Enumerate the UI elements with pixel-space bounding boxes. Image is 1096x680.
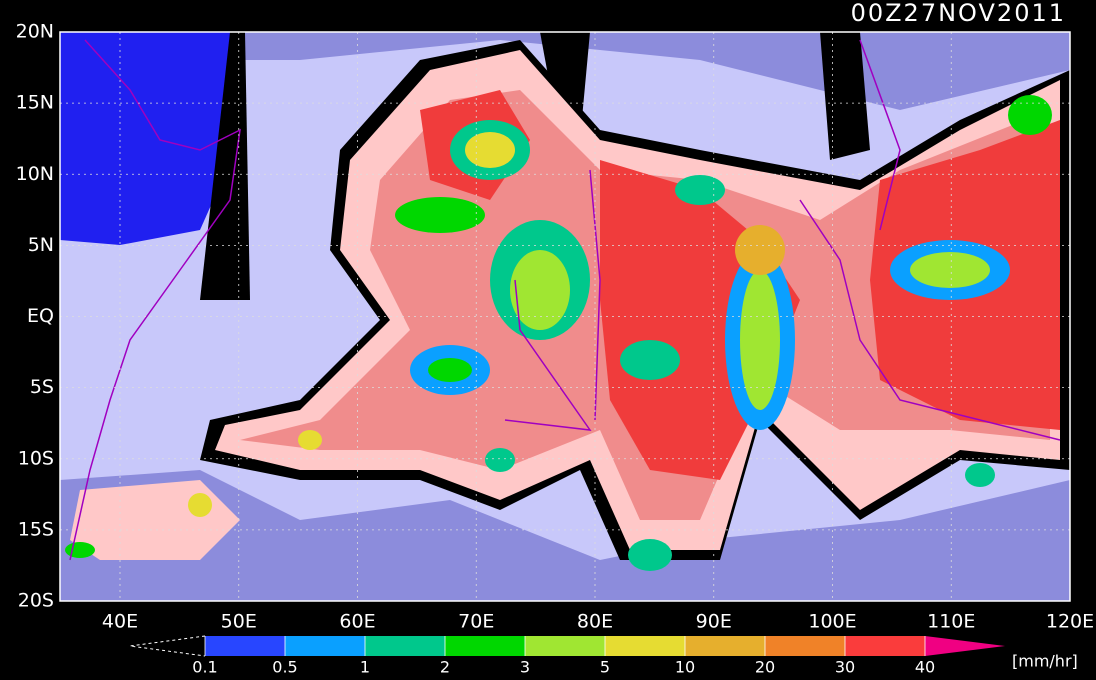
- colorbar-label: 1: [360, 658, 370, 677]
- lon-label: 120E: [1046, 611, 1094, 633]
- colorbar-box: [685, 636, 765, 656]
- lat-label: 20N: [16, 21, 54, 43]
- colorbar-label: 40: [915, 658, 935, 677]
- cell: [465, 132, 515, 168]
- colorbar-label: 2: [440, 658, 450, 677]
- lat-label: 20S: [18, 590, 54, 612]
- colorbar-label: 0.1: [192, 658, 217, 677]
- colorbar: 0.1 0.5 1 2 3 5 10 20 30 40: [129, 635, 1005, 677]
- cell: [735, 225, 785, 275]
- lat-label: 10N: [16, 163, 54, 185]
- field-black: [200, 32, 250, 300]
- lon-label: 70E: [458, 611, 494, 633]
- coastlines: [69, 39, 1061, 561]
- cell: [428, 358, 472, 382]
- colorbar-unit: [mm/hr]: [1012, 652, 1078, 671]
- lat-label: 5S: [30, 376, 54, 398]
- colorbar-high-triangle: [925, 636, 1005, 656]
- colorbar-low-triangle: [129, 635, 206, 657]
- coastline: [859, 39, 901, 231]
- cell: [1008, 95, 1052, 135]
- cell: [395, 197, 485, 233]
- colorbar-label: 3: [520, 658, 530, 677]
- cell: [65, 542, 95, 558]
- graticule: [60, 32, 1070, 601]
- axis-labels: 20N 15N 10N 5N EQ 5S 10S 15S 20S 40E 50E 60E 70E 80E 9…: [16, 21, 1095, 633]
- colorbar-box: [605, 636, 685, 656]
- cell: [965, 463, 995, 487]
- field-low: [60, 32, 1070, 110]
- cell: [910, 252, 990, 288]
- colorbar-label: 20: [755, 658, 775, 677]
- cell: [620, 340, 680, 380]
- lon-label: 60E: [339, 611, 375, 633]
- lat-label: 5N: [28, 234, 54, 256]
- cell: [188, 493, 212, 517]
- lat-label: 10S: [18, 447, 54, 469]
- colorbar-label: 5: [600, 658, 610, 677]
- lon-label: 100E: [808, 611, 856, 633]
- colorbar-box: [365, 636, 445, 656]
- colorbar-box: [765, 636, 845, 656]
- lat-label: 15S: [18, 518, 54, 540]
- cell: [628, 539, 672, 571]
- cell: [298, 430, 322, 450]
- coastline: [504, 279, 592, 431]
- cell: [510, 250, 570, 330]
- lat-label: 15N: [16, 92, 54, 114]
- colorbar-label: 0.5: [272, 658, 297, 677]
- field-dark-blue: [60, 32, 240, 245]
- colorbar-box: [205, 636, 285, 656]
- colorbar-label: 10: [675, 658, 695, 677]
- cell: [740, 270, 780, 410]
- colorbar-box: [285, 636, 365, 656]
- map-frame: [59, 31, 1071, 602]
- colorbar-box: [845, 636, 925, 656]
- timestamp: 00Z27NOV2011: [851, 0, 1066, 27]
- coastline: [69, 39, 241, 561]
- coastline: [589, 169, 601, 421]
- cell: [675, 175, 725, 205]
- lon-label: 90E: [696, 611, 732, 633]
- coastline: [799, 199, 1061, 441]
- field-low: [60, 470, 1070, 601]
- cell: [485, 448, 515, 472]
- colorbar-label: 30: [835, 658, 855, 677]
- colorbar-box: [445, 636, 525, 656]
- convective-cells: [65, 95, 1052, 571]
- lon-label: 50E: [221, 611, 257, 633]
- lon-label: 40E: [102, 611, 138, 633]
- lat-label: EQ: [27, 305, 54, 327]
- colorbar-box: [525, 636, 605, 656]
- lon-label: 110E: [927, 611, 975, 633]
- lon-label: 80E: [577, 611, 613, 633]
